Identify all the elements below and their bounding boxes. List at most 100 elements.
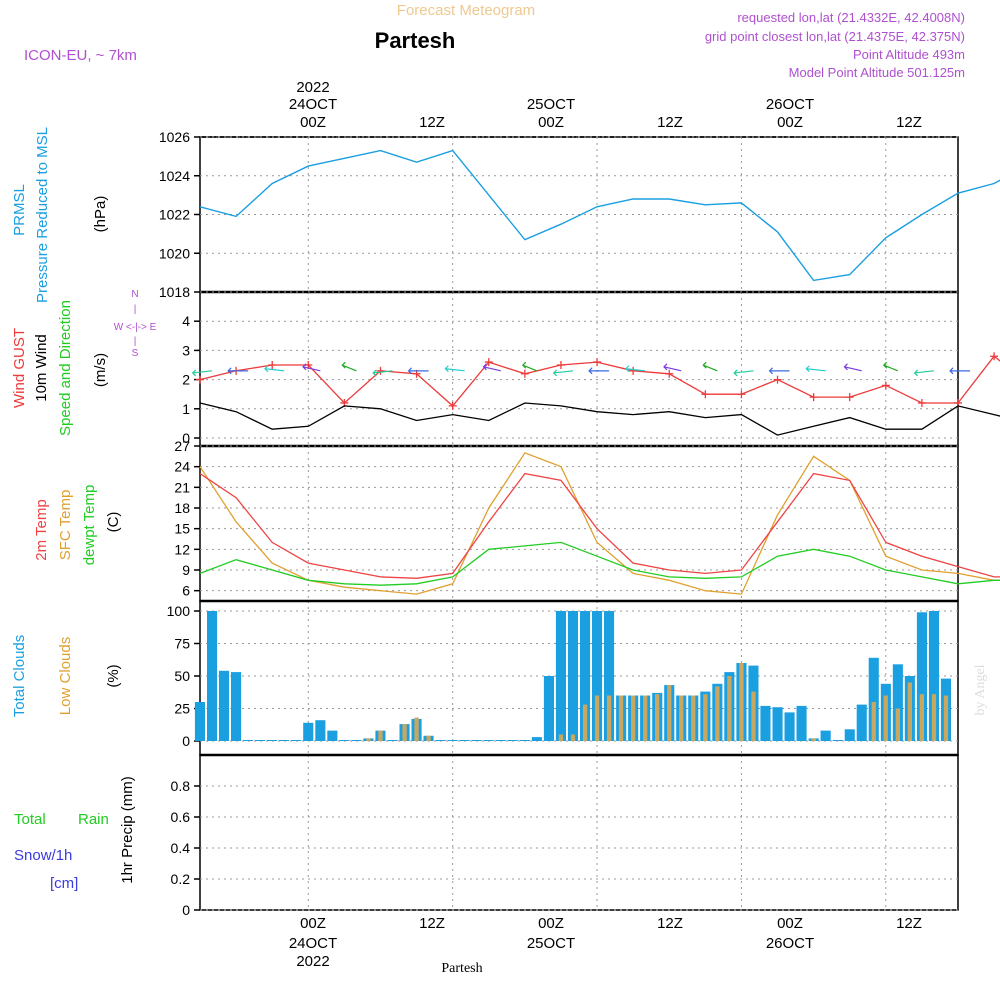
wind-direction-arrow: [768, 367, 790, 375]
wind-direction-arrow: [444, 365, 465, 373]
low-cloud-bar: [871, 702, 876, 741]
total-cloud-bar: [507, 740, 518, 741]
wind-ytick-label: 2: [182, 372, 190, 388]
wind-direction-arrow: [702, 361, 718, 372]
grid-point-coords: grid point closest lon,lat (21.4375E, 42…: [705, 29, 965, 44]
clouds-unit: (%): [105, 664, 122, 687]
low-cloud-bar: [739, 663, 744, 741]
wind-direction-arrow: [882, 361, 899, 372]
pressure-desc-label: Pressure Reduced to MSL: [34, 127, 51, 303]
total-cloud-bar: [447, 740, 458, 741]
temp-unit: (C): [105, 512, 122, 533]
temp-ytick-label: 12: [174, 541, 190, 557]
clouds-ytick-label: 75: [174, 636, 190, 652]
temp-ytick-label: 27: [174, 438, 190, 454]
low-cloud-bar: [594, 695, 600, 741]
low-cloud-bar: [378, 730, 383, 741]
wind-ytick-label: 4: [182, 313, 190, 329]
precip-snow-label: Snow/1h: [14, 847, 72, 864]
total-cloud-bar: [604, 611, 615, 741]
low-cloud-bar: [811, 738, 816, 741]
total-cloud-bar: [387, 740, 398, 741]
bottom-date-2: 25OCT: [527, 935, 575, 952]
wind-direction-arrow: [588, 367, 610, 375]
bottom-hour-3: 00Z: [538, 915, 564, 932]
total-cloud-bar: [303, 722, 314, 741]
wind-direction-arrow: [843, 363, 862, 372]
low-cloud-bar: [606, 695, 612, 741]
top-hour-6: 12Z: [896, 114, 922, 131]
top-date-1: 24OCT: [289, 96, 337, 113]
gust-marker: [665, 369, 674, 378]
wind-dir-label: Speed and Direction: [57, 300, 74, 436]
sfc-temp-label: SFC Temp: [57, 490, 74, 561]
low-cloud-bar: [414, 717, 419, 741]
top-date-3: 26OCT: [766, 96, 814, 113]
gust-marker: [809, 393, 818, 402]
temp-ytick-label: 15: [174, 521, 190, 537]
low-cloud-bar: [691, 695, 696, 741]
temp-ytick-label: 24: [174, 459, 190, 475]
total-cloud-bar: [339, 740, 350, 741]
total-cloud-bar: [580, 611, 591, 741]
dewpt-label: dewpt Temp: [81, 485, 98, 566]
gust-line: [199, 355, 1000, 407]
gust-marker: [701, 390, 710, 399]
total-cloud-bar: [784, 712, 795, 741]
bottom-hour-4: 12Z: [657, 915, 683, 932]
compass-bar-top: |: [134, 304, 137, 315]
total-cloud-bar: [796, 705, 807, 741]
temp-frame: [199, 445, 959, 602]
total-cloud-bar: [351, 740, 362, 741]
wind-ytick-label: 3: [182, 342, 190, 358]
precip-ytick-label: 0: [182, 902, 190, 918]
bottom-hour-1: 00Z: [300, 915, 326, 932]
sfc-temp-line: [199, 452, 1000, 595]
low-cloud-bar: [883, 695, 888, 741]
wind-direction-arrow: [191, 369, 213, 377]
pressure-ytick-label: 1026: [159, 129, 190, 145]
top-hour-1: 00Z: [300, 114, 326, 131]
wind-direction-arrow: [372, 369, 393, 377]
total-cloud-bar: [916, 612, 927, 741]
gust-marker: [593, 358, 602, 367]
wind-direction-arrow: [521, 361, 538, 372]
total-cloud-bar: [435, 740, 446, 741]
low-cloud-bar: [631, 695, 636, 741]
total-cloud-bar: [856, 704, 867, 741]
super-title: Forecast Meteogram: [397, 2, 535, 19]
precip-ytick-label: 0.2: [171, 871, 191, 887]
pressure-ytick-label: 1020: [159, 245, 190, 261]
top-date-2: 25OCT: [527, 96, 575, 113]
gust-marker: [917, 398, 926, 407]
dewpt-line: [199, 541, 1000, 586]
low-cloud-bar: [570, 734, 576, 741]
precip-rain-label: Rain: [78, 811, 109, 828]
compass-s: S: [132, 348, 139, 359]
wind-direction-arrow: [341, 361, 357, 372]
low-cloud-bar: [727, 676, 732, 741]
total-cloud-bar: [194, 702, 205, 741]
wind-direction-arrow: [805, 365, 826, 373]
wind10m-label: 10m Wind: [33, 334, 50, 402]
wind-direction-arrow: [302, 363, 321, 372]
total-cloud-bar: [219, 670, 230, 741]
total-cloud-bar: [592, 611, 603, 741]
total-cloud-bar: [495, 740, 506, 741]
wind-direction-arrow: [913, 369, 935, 377]
total-cloud-bar: [555, 611, 566, 741]
wind-direction-arrow: [663, 363, 682, 372]
pressure-ytick-label: 1022: [159, 207, 190, 223]
top-hour-2: 12Z: [419, 114, 445, 131]
low-cloud-bar: [582, 704, 588, 741]
total-cloud-bar: [844, 729, 855, 741]
total-cloud-bar: [531, 737, 542, 741]
low-cloud-bar: [667, 685, 672, 741]
precip-ytick-label: 0.6: [171, 809, 191, 825]
clouds-ytick-label: 25: [174, 701, 190, 717]
temp-ytick-label: 6: [182, 583, 190, 599]
bottom-date-1: 24OCT: [289, 935, 337, 952]
top-year: 2022: [296, 79, 329, 96]
low-cloud-bar: [931, 694, 937, 741]
